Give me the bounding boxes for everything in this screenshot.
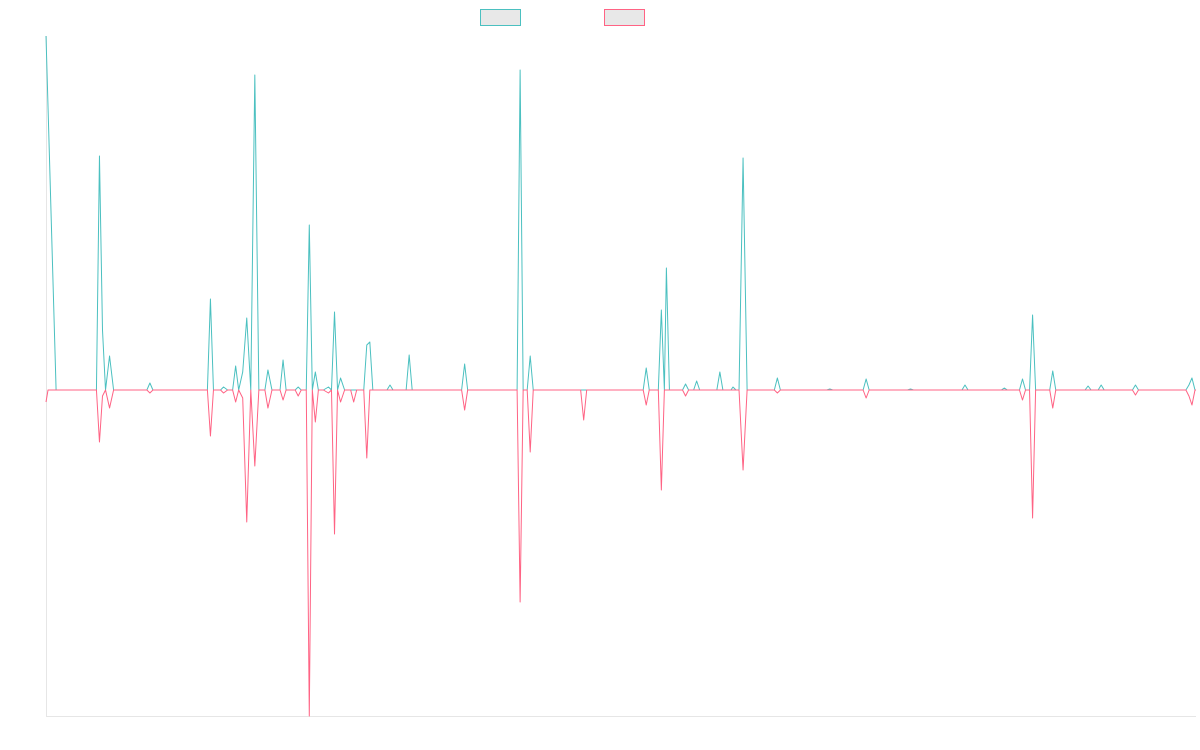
legend-swatch-series-2[interactable] [604,9,645,26]
series-layer [45,35,1196,717]
series-line-1 [45,35,1196,391]
legend-swatch-series-1[interactable] [480,9,521,26]
legend [480,9,645,26]
series-line-2 [45,389,1196,717]
plot-area [45,35,1196,717]
